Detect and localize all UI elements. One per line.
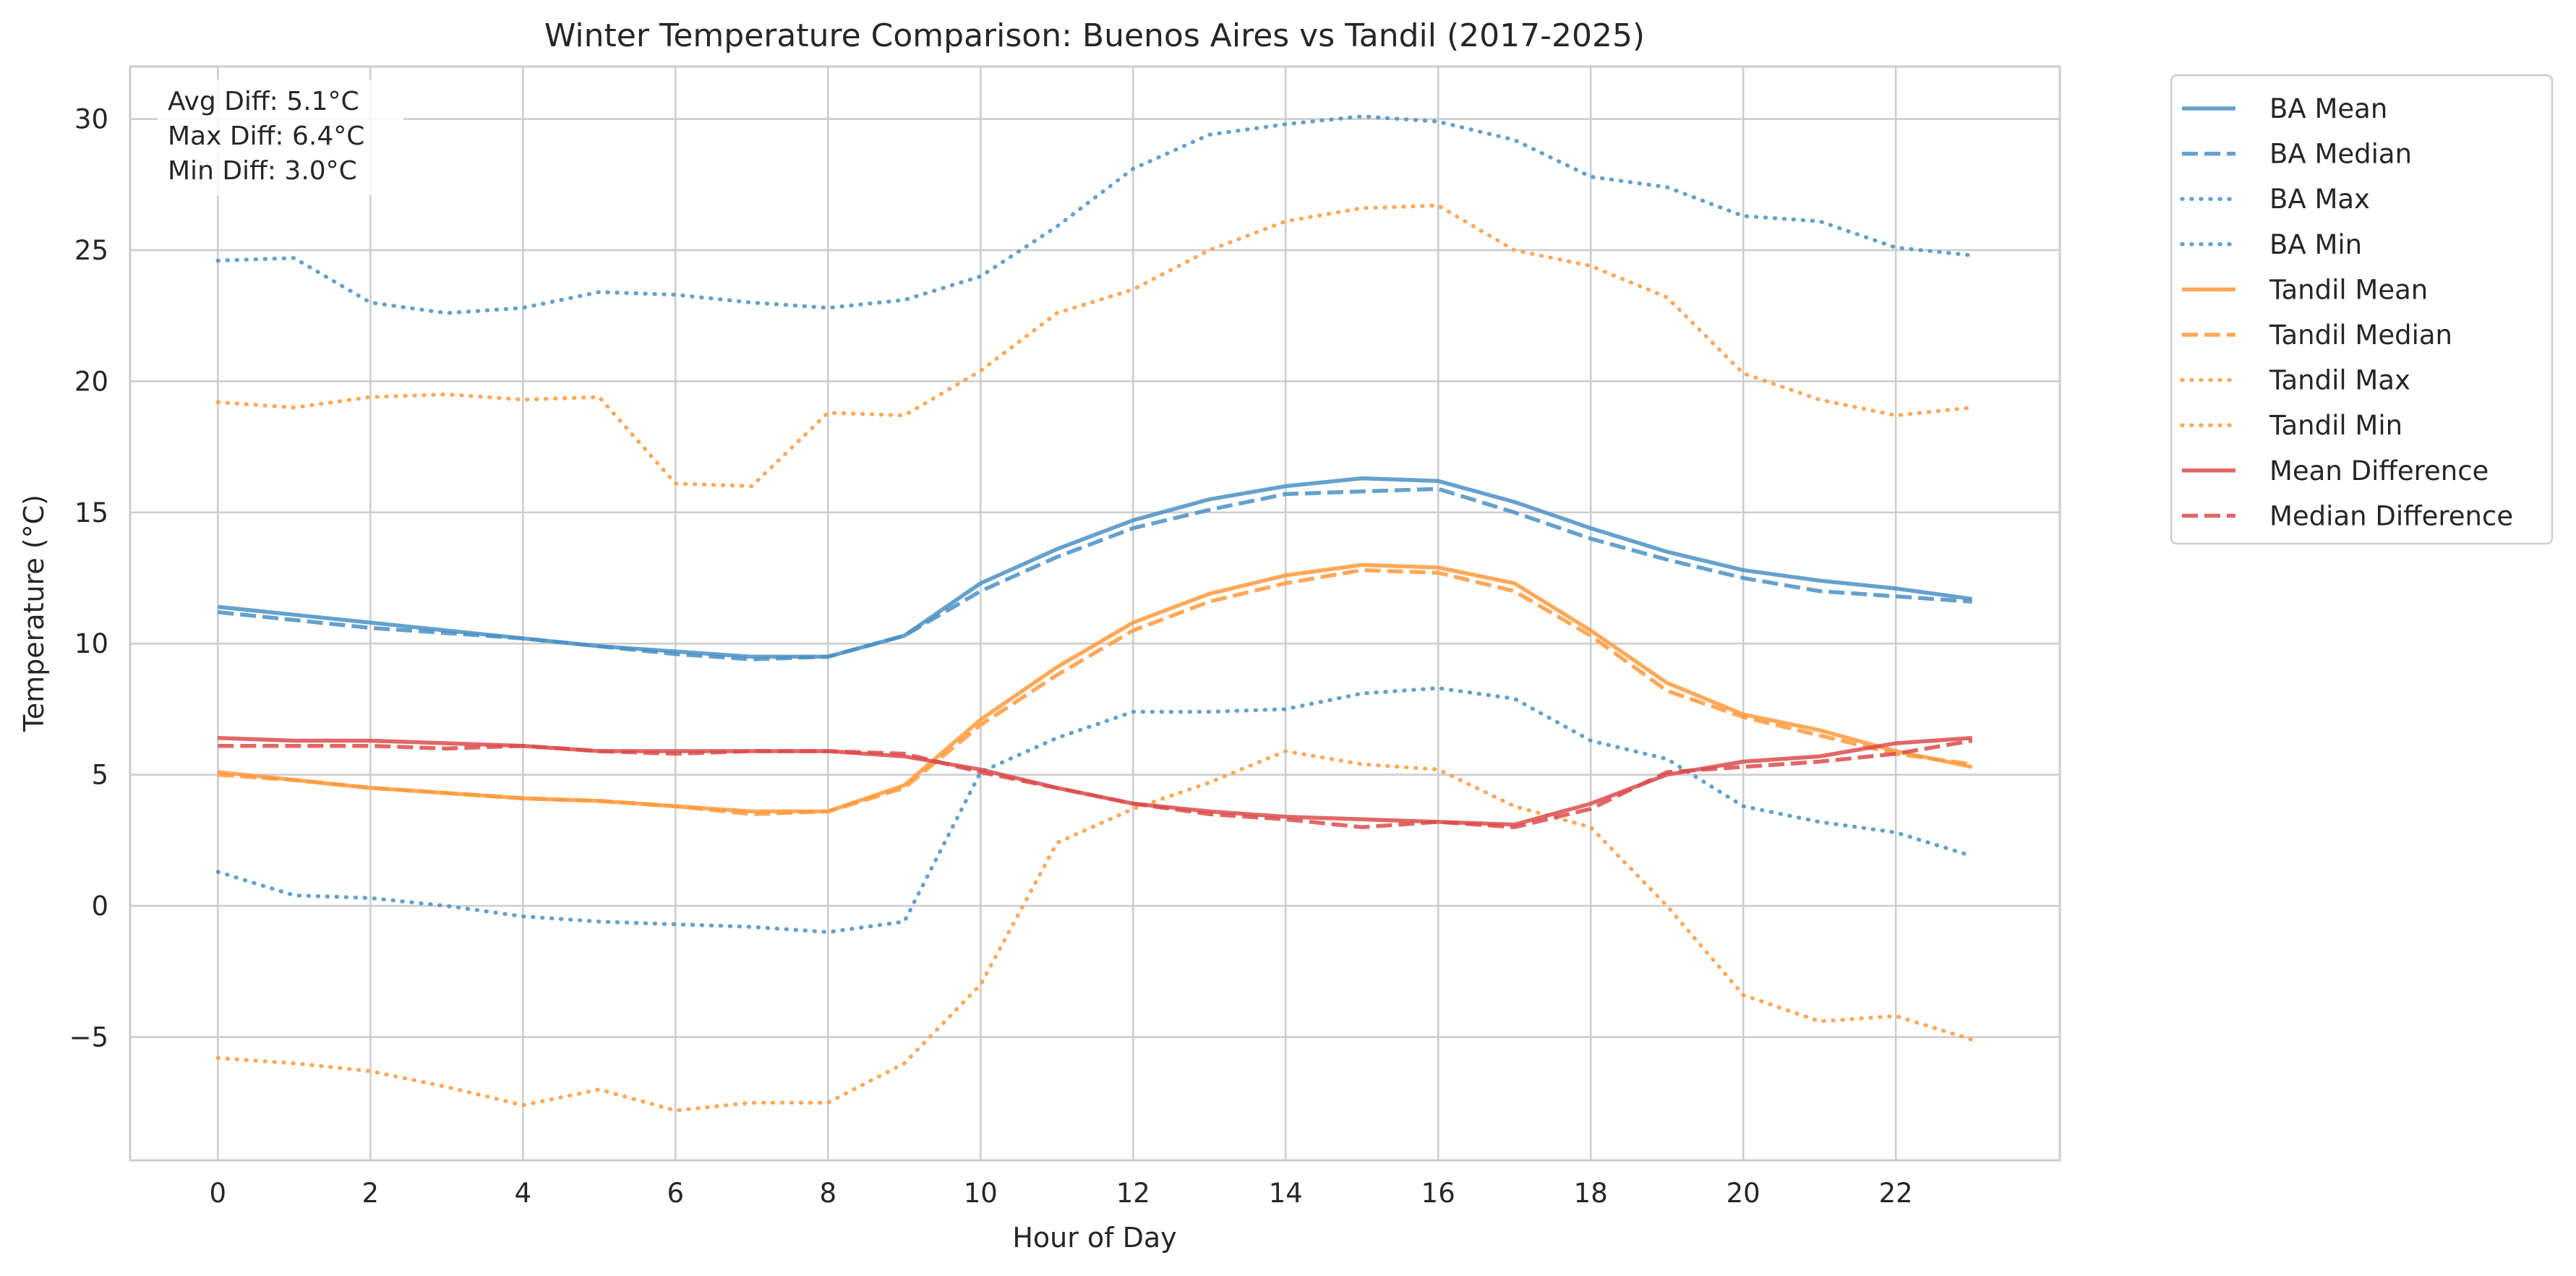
- x-tick-label: 22: [1879, 1178, 1913, 1209]
- x-tick-label: 0: [210, 1178, 227, 1209]
- series-line-tandil-median: [218, 568, 1973, 816]
- x-tick-label: 18: [1574, 1178, 1608, 1209]
- annotation-max-diff: Max Diff: 6.4°C: [168, 121, 364, 151]
- x-tick-label: 16: [1421, 1178, 1455, 1209]
- legend-label-mean-difference: Mean Difference: [2269, 455, 2489, 487]
- stats-annotation: Avg Diff: 5.1°C Max Diff: 6.4°C Min Diff…: [158, 80, 403, 195]
- legend-label-ba-median: BA Median: [2269, 139, 2412, 170]
- y-tick-label: 30: [74, 104, 108, 135]
- x-tick-label: 14: [1269, 1178, 1303, 1209]
- x-ticks: 0 2 4 6 8 10 12 14 16 18 20 22: [210, 1178, 1913, 1209]
- x-tick-label: 20: [1726, 1178, 1760, 1209]
- x-tick-label: 2: [362, 1178, 380, 1209]
- legend-label-median-difference: Median Difference: [2269, 500, 2513, 531]
- plot-area: [129, 65, 2061, 1162]
- chart-title: Winter Temperature Comparison: Buenos Ai…: [544, 17, 1645, 54]
- y-axis-label: Temperature (°C): [18, 494, 50, 732]
- grid: [130, 67, 2060, 1160]
- x-tick-label: 8: [819, 1178, 836, 1209]
- series-line-ba-median: [218, 487, 1972, 661]
- legend-label-tandil-min: Tandil Min: [2269, 410, 2402, 441]
- legend-label-tandil-max: Tandil Max: [2269, 365, 2410, 396]
- x-tick-label: 10: [964, 1178, 998, 1209]
- legend: BA Mean BA Median BA Max BA Min Tandil Mean T…: [2170, 74, 2554, 545]
- y-tick-label: 20: [74, 366, 108, 397]
- legend-label-tandil-mean: Tandil Mean: [2269, 274, 2428, 305]
- legend-label-tandil-median: Tandil Median: [2269, 320, 2452, 351]
- y-tick-label: 15: [74, 497, 108, 528]
- series-line-median-difference: [218, 738, 1973, 829]
- x-tick-label: 4: [515, 1178, 532, 1209]
- legend-box: [2170, 74, 2554, 545]
- y-tick-label: 5: [91, 760, 108, 791]
- series-line-ba-max: [215, 114, 1974, 315]
- y-tick-label: −5: [69, 1022, 108, 1053]
- x-tick-label: 12: [1116, 1178, 1150, 1209]
- series-lines: [215, 114, 1974, 1113]
- x-axis-label: Hour of Day: [1012, 1222, 1176, 1254]
- annotation-box: [158, 80, 403, 195]
- annotation-min-diff: Min Diff: 3.0°C: [168, 156, 357, 186]
- annotation-avg-diff: Avg Diff: 5.1°C: [168, 87, 359, 116]
- y-tick-label: 10: [74, 628, 108, 659]
- x-tick-label: 6: [667, 1178, 685, 1209]
- series-line-tandil-min: [215, 749, 1974, 1113]
- series-line-tandil-max: [215, 203, 1974, 489]
- legend-label-ba-min: BA Min: [2269, 229, 2362, 260]
- legend-label-ba-max: BA Max: [2269, 184, 2370, 215]
- legend-label-ba-mean: BA Mean: [2269, 93, 2387, 124]
- y-tick-label: 0: [91, 891, 108, 922]
- y-ticks: −5 0 5 10 15 20 25 30: [69, 104, 108, 1053]
- series-line-ba-min: [215, 686, 1974, 935]
- y-tick-label: 25: [74, 235, 108, 266]
